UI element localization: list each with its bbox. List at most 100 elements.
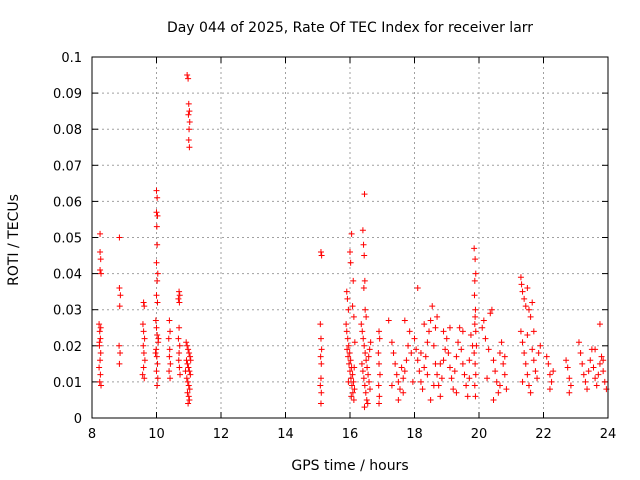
data-point xyxy=(596,321,603,328)
data-point xyxy=(601,378,608,385)
data-point xyxy=(530,357,537,364)
data-point xyxy=(347,248,353,255)
data-point xyxy=(140,328,147,335)
data-point xyxy=(459,328,466,335)
data-point xyxy=(422,353,429,360)
data-point xyxy=(440,357,447,364)
data-point xyxy=(350,313,357,320)
data-point xyxy=(155,335,162,342)
data-point xyxy=(154,277,161,284)
data-point xyxy=(500,360,507,367)
data-point xyxy=(176,324,183,331)
data-point xyxy=(584,386,591,393)
data-point xyxy=(501,371,508,378)
data-point xyxy=(472,256,479,263)
x-tick-label: 10 xyxy=(148,427,165,442)
data-point xyxy=(185,75,192,82)
y-tick-label: 0.06 xyxy=(53,195,82,210)
data-point xyxy=(545,360,552,367)
data-point xyxy=(317,335,324,342)
data-point xyxy=(563,357,570,364)
x-tick-label: 20 xyxy=(471,427,488,442)
data-point xyxy=(464,393,471,400)
data-point xyxy=(154,331,161,338)
data-point xyxy=(517,328,524,335)
data-point xyxy=(186,108,193,115)
data-point xyxy=(392,360,399,367)
data-point xyxy=(417,378,424,385)
data-point xyxy=(525,382,532,389)
data-point xyxy=(154,270,161,277)
data-point xyxy=(524,331,531,338)
data-point xyxy=(363,396,370,403)
data-point xyxy=(445,350,452,357)
data-point xyxy=(522,303,529,310)
data-point xyxy=(97,335,104,342)
data-point xyxy=(176,292,183,299)
data-point xyxy=(587,357,594,364)
data-point xyxy=(471,292,478,299)
data-point xyxy=(495,389,502,396)
data-point xyxy=(116,285,123,292)
data-point xyxy=(518,281,525,288)
data-point xyxy=(344,346,351,353)
data-point xyxy=(116,234,123,241)
data-point xyxy=(429,303,436,310)
data-point xyxy=(360,241,367,248)
data-point xyxy=(141,357,148,364)
data-point xyxy=(350,277,357,284)
data-point xyxy=(97,266,104,273)
data-point xyxy=(347,357,354,364)
data-point xyxy=(592,375,599,382)
data-point xyxy=(359,368,366,375)
data-point xyxy=(472,306,479,313)
y-tick-label: 0.03 xyxy=(53,304,82,319)
data-point xyxy=(153,209,160,216)
data-point xyxy=(519,288,526,295)
data-point xyxy=(395,378,402,385)
data-point xyxy=(522,360,529,367)
data-point xyxy=(350,396,357,403)
data-point xyxy=(351,386,358,393)
data-point xyxy=(361,342,368,349)
data-point xyxy=(390,350,397,357)
data-point xyxy=(185,346,192,353)
data-point xyxy=(426,328,433,335)
data-point xyxy=(473,342,480,349)
data-point xyxy=(413,346,420,353)
data-point xyxy=(455,339,462,346)
data-point xyxy=(141,375,148,382)
data-point xyxy=(575,339,582,346)
data-point xyxy=(376,335,383,342)
data-point xyxy=(458,346,465,353)
data-point xyxy=(348,393,355,400)
data-point xyxy=(600,357,607,364)
data-point xyxy=(345,353,352,360)
data-point xyxy=(595,371,602,378)
x-tick-label: 8 xyxy=(88,427,96,442)
data-point xyxy=(153,368,160,375)
data-point xyxy=(403,357,410,364)
x-axis-title: GPS time / hours xyxy=(291,458,408,474)
data-point xyxy=(343,328,350,335)
data-point xyxy=(440,328,447,335)
data-point xyxy=(453,353,460,360)
data-point xyxy=(535,350,542,357)
data-point xyxy=(501,353,508,360)
data-point xyxy=(317,375,324,382)
data-point xyxy=(154,375,161,382)
data-point xyxy=(529,299,536,306)
data-point xyxy=(182,368,189,375)
data-point xyxy=(361,252,368,259)
data-point xyxy=(582,378,589,385)
data-point xyxy=(546,371,553,378)
data-point xyxy=(388,382,395,389)
data-point xyxy=(417,350,424,357)
data-point xyxy=(175,357,182,364)
data-point xyxy=(183,339,190,346)
data-point xyxy=(467,331,474,338)
data-point xyxy=(350,378,357,385)
data-point xyxy=(141,335,148,342)
y-tick-label: 0.08 xyxy=(53,123,82,138)
